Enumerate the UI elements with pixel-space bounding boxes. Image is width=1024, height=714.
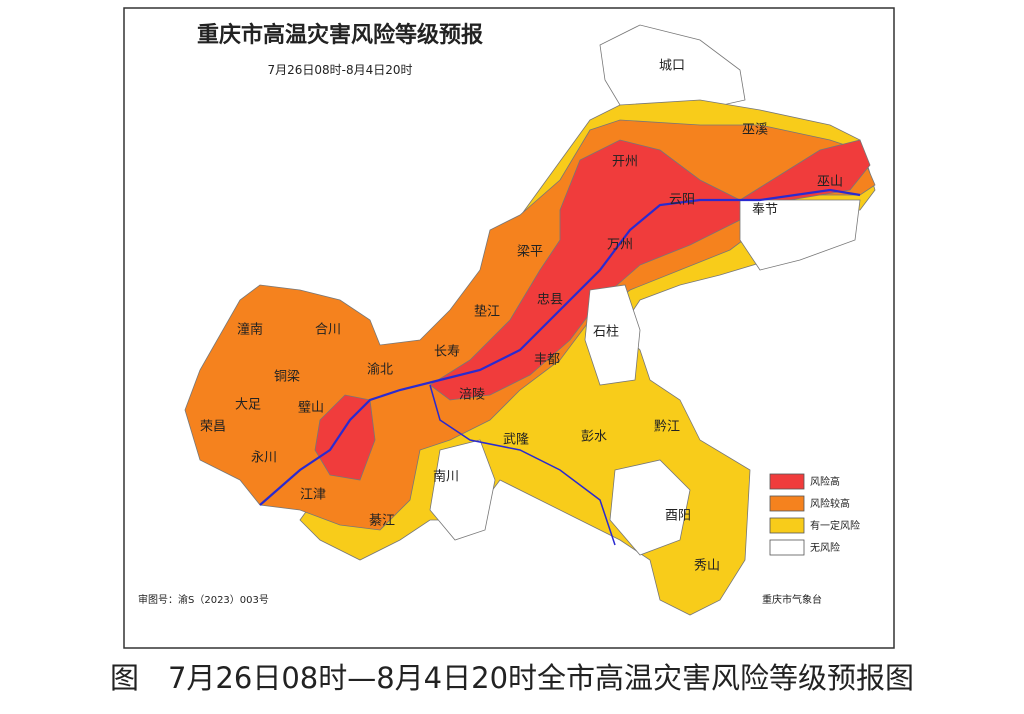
place-label: 潼南 [237,322,263,338]
map-regions [184,24,876,616]
caption: 图 7月26日08时—8月4日20时全市高温灾害风险等级预报图 [110,661,914,695]
place-label: 南川 [433,469,459,485]
place-label: 万州 [607,238,633,253]
place-label: 石柱 [593,325,619,340]
place-label: 巫山 [817,175,843,190]
place-label: 涪陵 [459,388,485,403]
place-label: 长寿 [434,345,460,360]
place-label: 永川 [251,451,277,466]
map-number: 审图号：渝S（2023）003号 [138,593,269,606]
place-label: 开州 [612,155,638,170]
place-label: 梁平 [517,245,543,260]
place-label: 渝北 [367,362,393,378]
place-label: 合川 [315,323,341,338]
place-label: 奉节 [752,203,778,218]
map-title: 重庆市高温灾害风险等级预报 [197,22,483,48]
legend-swatch [769,495,805,512]
river [429,384,616,546]
no-risk-area [429,439,496,541]
place-label: 黔江 [654,420,680,435]
place-label: 荣昌 [200,420,226,435]
map-subtitle: 7月26日08时-8月4日20时 [267,63,412,77]
no-risk-area [584,284,641,386]
place-label: 武隆 [503,433,529,448]
place-label: 巫溪 [742,123,768,138]
legend-swatch [769,517,805,534]
legend-label: 风险较高 [810,497,850,510]
place-label: 铜梁 [274,370,300,385]
place-label: 大足 [235,398,261,413]
no-risk-area [609,459,691,556]
highest-risk-area [314,394,376,481]
place-label: 丰都 [534,353,560,368]
legend-label: 风险高 [810,475,840,488]
place-label: 酉阳 [665,509,691,524]
place-label: 璧山 [298,400,324,416]
place-label: 云阳 [669,193,695,208]
legend-swatch [769,473,805,490]
place-label: 秀山 [694,559,720,574]
issuer: 重庆市气象台 [762,593,822,606]
no-risk-area [739,199,861,271]
place-label: 忠县 [537,293,563,308]
place-label: 垫江 [474,304,500,320]
legend-swatch [769,539,805,556]
place-label: 彭水 [581,430,607,445]
place-label: 綦江 [369,514,395,529]
place-label: 江津 [300,488,326,503]
place-label: 城口 [659,59,685,74]
legend-label: 有一定风险 [810,519,860,532]
no-risk-area [599,24,746,111]
place-labels: 城口 巫溪 巫山 开州 云阳 奉节 万州 梁平 忠县 垫江 石柱 长寿 丰都 涪… [200,59,843,574]
legend-label: 无风险 [810,541,840,554]
river [259,188,861,506]
